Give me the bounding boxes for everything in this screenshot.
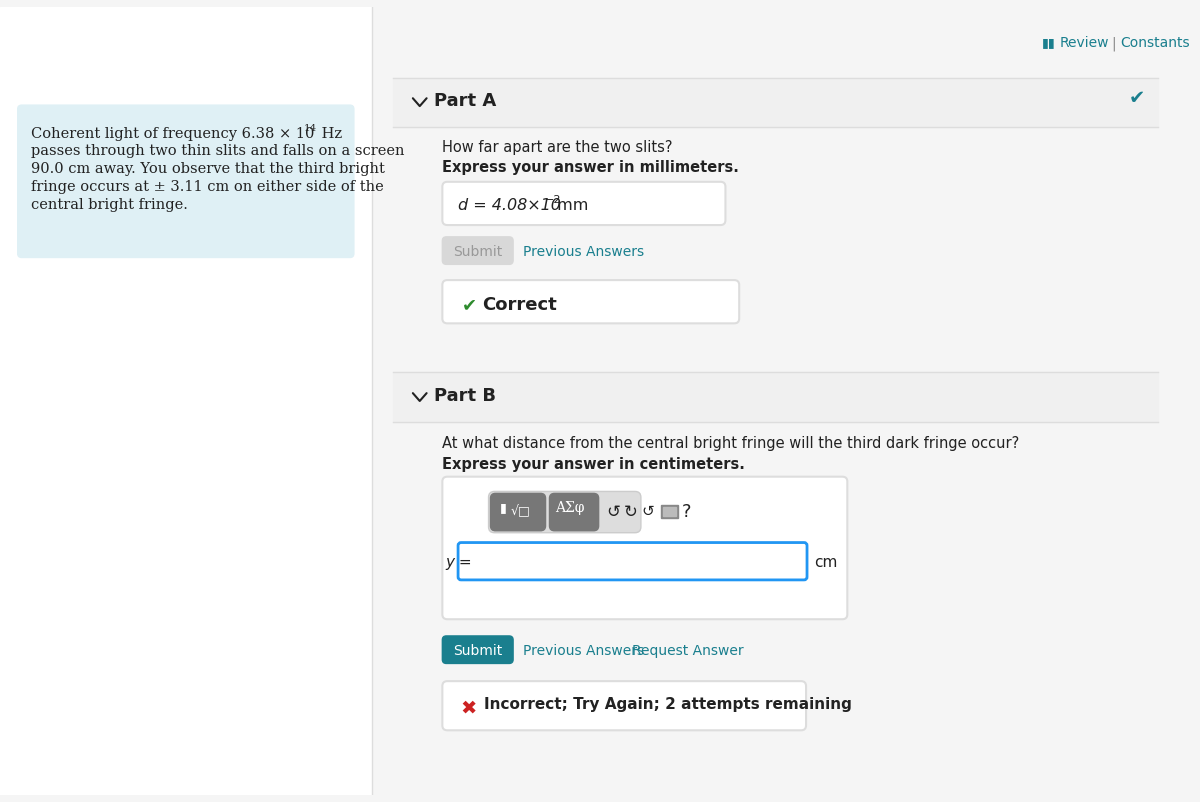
- Bar: [394, 78, 1158, 127]
- Text: passes through two thin slits and falls on a screen: passes through two thin slits and falls …: [31, 144, 404, 159]
- Text: ↺: ↺: [606, 503, 620, 521]
- Text: y =: y =: [445, 555, 472, 570]
- Text: 14: 14: [304, 124, 317, 133]
- Bar: [372, 7, 1180, 795]
- FancyBboxPatch shape: [443, 476, 847, 619]
- FancyBboxPatch shape: [491, 493, 546, 531]
- Bar: [0, 7, 1180, 25]
- Text: ↺: ↺: [642, 504, 655, 519]
- Text: Submit: Submit: [454, 245, 503, 259]
- FancyBboxPatch shape: [443, 681, 806, 731]
- Text: central bright fringe.: central bright fringe.: [31, 197, 188, 212]
- FancyBboxPatch shape: [458, 542, 808, 580]
- FancyBboxPatch shape: [443, 237, 514, 265]
- Text: ✔: ✔: [1128, 89, 1145, 107]
- Text: Express your answer in centimeters.: Express your answer in centimeters.: [443, 457, 745, 472]
- Text: d = 4.08×10: d = 4.08×10: [458, 197, 560, 213]
- Bar: [394, 372, 1158, 422]
- Text: √□: √□: [510, 505, 530, 518]
- Bar: [662, 507, 677, 516]
- Bar: [0, 7, 372, 795]
- Text: cm: cm: [814, 555, 838, 570]
- FancyBboxPatch shape: [443, 182, 726, 225]
- Text: 90.0 cm away. You observe that the third bright: 90.0 cm away. You observe that the third…: [31, 162, 385, 176]
- Text: ▮: ▮: [500, 501, 508, 514]
- FancyBboxPatch shape: [443, 636, 514, 663]
- FancyBboxPatch shape: [18, 105, 354, 257]
- Text: ✔: ✔: [462, 296, 478, 314]
- Text: ✖: ✖: [460, 699, 476, 718]
- Text: Correct: Correct: [481, 296, 557, 314]
- Text: |: |: [1111, 36, 1115, 51]
- Text: AΣφ: AΣφ: [556, 501, 584, 515]
- FancyBboxPatch shape: [550, 493, 599, 531]
- Bar: [660, 505, 678, 518]
- Text: Review: Review: [1060, 36, 1109, 51]
- Text: Previous Answers: Previous Answers: [523, 644, 644, 658]
- Text: Part B: Part B: [434, 387, 497, 405]
- Text: Hz: Hz: [317, 127, 342, 140]
- Text: ↻: ↻: [624, 503, 638, 521]
- Text: Part A: Part A: [434, 92, 497, 111]
- Text: Request Answer: Request Answer: [632, 644, 744, 658]
- Text: Coherent light of frequency 6.38 × 10: Coherent light of frequency 6.38 × 10: [31, 127, 314, 140]
- Text: Constants: Constants: [1121, 36, 1190, 51]
- Text: Incorrect; Try Again; 2 attempts remaining: Incorrect; Try Again; 2 attempts remaini…: [484, 697, 852, 712]
- Text: mm: mm: [552, 197, 589, 213]
- Text: Previous Answers: Previous Answers: [523, 245, 644, 259]
- Text: fringe occurs at ± 3.11 cm on either side of the: fringe occurs at ± 3.11 cm on either sid…: [31, 180, 384, 194]
- FancyBboxPatch shape: [488, 492, 641, 533]
- FancyBboxPatch shape: [443, 280, 739, 323]
- Text: At what distance from the central bright fringe will the third dark fringe occur: At what distance from the central bright…: [443, 436, 1020, 452]
- Text: ?: ?: [682, 503, 691, 521]
- Text: Express your answer in millimeters.: Express your answer in millimeters.: [443, 160, 739, 175]
- Text: Submit: Submit: [454, 644, 503, 658]
- Text: −2: −2: [545, 195, 562, 205]
- Text: How far apart are the two slits?: How far apart are the two slits?: [443, 140, 673, 155]
- Text: ▮▮: ▮▮: [1042, 36, 1056, 49]
